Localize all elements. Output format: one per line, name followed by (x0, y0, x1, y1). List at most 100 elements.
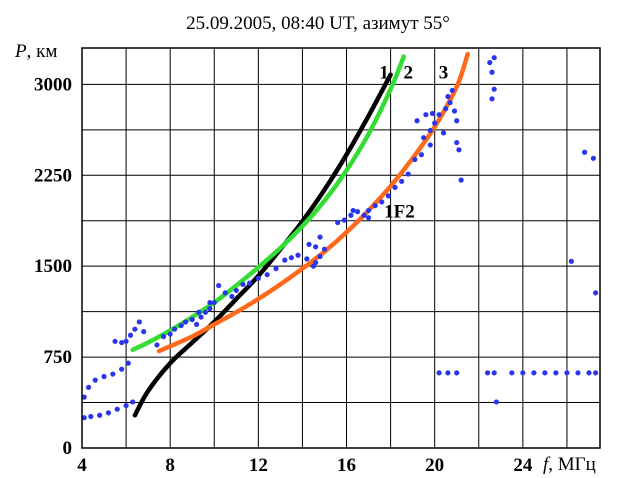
scatter-point (421, 135, 427, 141)
scatter-point (451, 108, 458, 114)
curve-label: 1 (379, 62, 389, 83)
scatter-point (92, 377, 98, 383)
scatter-point (418, 152, 425, 158)
scatter-point (114, 406, 120, 412)
x-tick-label: 24 (513, 455, 533, 476)
x-tick-label: 16 (337, 455, 356, 476)
scatter-point (590, 155, 596, 161)
scatter-point (531, 370, 537, 376)
x-tick-label: 4 (77, 455, 87, 476)
scatter-point (365, 207, 372, 214)
scatter-point (553, 370, 559, 376)
x-tick-label: 20 (425, 455, 444, 476)
scatter-point (493, 399, 499, 405)
plot-frame (81, 47, 601, 449)
scatter-point (509, 370, 515, 376)
scatter-point (432, 120, 438, 126)
curve-label: 3 (439, 62, 449, 83)
scatter-point (216, 282, 222, 289)
scatter-point (119, 339, 125, 346)
scatter-point (255, 275, 261, 281)
scatter-point (130, 399, 136, 405)
scatter-point (445, 93, 451, 100)
scatter-point (575, 370, 581, 376)
scatter-point (125, 360, 131, 366)
scatter-point (189, 316, 195, 323)
scatter-point (81, 394, 87, 400)
scatter-point (447, 99, 453, 106)
scatter-point (313, 259, 319, 266)
scatter-point (429, 110, 436, 117)
scatter-point (592, 290, 599, 296)
scatter-point (141, 329, 147, 335)
grid (82, 48, 600, 448)
scatter-point (167, 331, 173, 337)
scatter-point (564, 370, 570, 376)
scatter-point (112, 338, 118, 344)
scatter-point (127, 332, 134, 338)
scatter-point (132, 326, 138, 332)
x-tick-label: 12 (249, 455, 268, 476)
scatter-point (196, 309, 202, 315)
scatter-point (484, 370, 491, 376)
scatter-point (304, 256, 310, 262)
scatter-point (365, 215, 372, 221)
scatter-point (372, 202, 378, 209)
scatter-point (81, 415, 87, 421)
curve-label: 2 (403, 62, 413, 83)
scatter-point (295, 252, 301, 258)
scatter-point (306, 241, 312, 247)
scatter-point (202, 309, 209, 315)
scatter-point (414, 118, 420, 124)
scatter-point (454, 118, 460, 124)
x-tick-label: 8 (165, 455, 175, 476)
scatter-point (317, 253, 323, 260)
scatter-point (123, 402, 129, 409)
scatter-point (385, 193, 391, 199)
x-axis-symbol: f (543, 454, 551, 475)
y-tick-label: 750 (44, 347, 73, 368)
scatter-point (240, 281, 246, 287)
scatter-point (412, 156, 418, 163)
scatter-point (317, 234, 323, 240)
curve-label: 1F2 (384, 202, 415, 223)
curve-labels: 1 2 3 1F2 (379, 62, 448, 222)
scatter-point (273, 266, 279, 272)
curve-2 (130, 54, 407, 353)
scatter-point (160, 333, 167, 340)
y-tick-label: 1500 (34, 256, 72, 277)
scatter-point (454, 370, 460, 376)
y-tick-label: 3000 (34, 74, 72, 95)
scatter-point (207, 299, 213, 306)
y-axis-unit: , км (27, 41, 58, 62)
scatter-point (136, 319, 142, 325)
scatter-point (335, 219, 341, 226)
chart-title: 25.09.2005, 08:40 UT, азимут 55° (186, 13, 450, 34)
scatter-point (489, 96, 495, 102)
scatter-point (246, 280, 253, 286)
scatter-point (427, 127, 433, 134)
scatter-point (436, 112, 442, 118)
scatter-point (427, 142, 433, 148)
scatter-point (123, 338, 129, 344)
curves (130, 51, 470, 418)
scatter-point (489, 69, 495, 75)
scatter-point (445, 370, 451, 376)
y-axis-label: P, км (14, 41, 57, 62)
scatter-point (105, 410, 112, 416)
scatter-point (379, 199, 385, 205)
scatter-point (198, 314, 204, 320)
y-axis-symbol: P (14, 41, 27, 62)
scatter-point (423, 112, 429, 118)
scatter-point (454, 139, 460, 146)
scatter-point (101, 373, 107, 380)
scatter-point (520, 370, 526, 376)
scatter-point (361, 212, 367, 218)
scatter-point (341, 217, 347, 223)
scatter-point (568, 258, 574, 264)
scatter-point (449, 87, 455, 94)
tick-labels: 4 8 12 16 20 24 0 750 1500 2250 3000 (34, 74, 533, 476)
scatter-point (282, 257, 288, 263)
scatter-point (458, 177, 464, 183)
